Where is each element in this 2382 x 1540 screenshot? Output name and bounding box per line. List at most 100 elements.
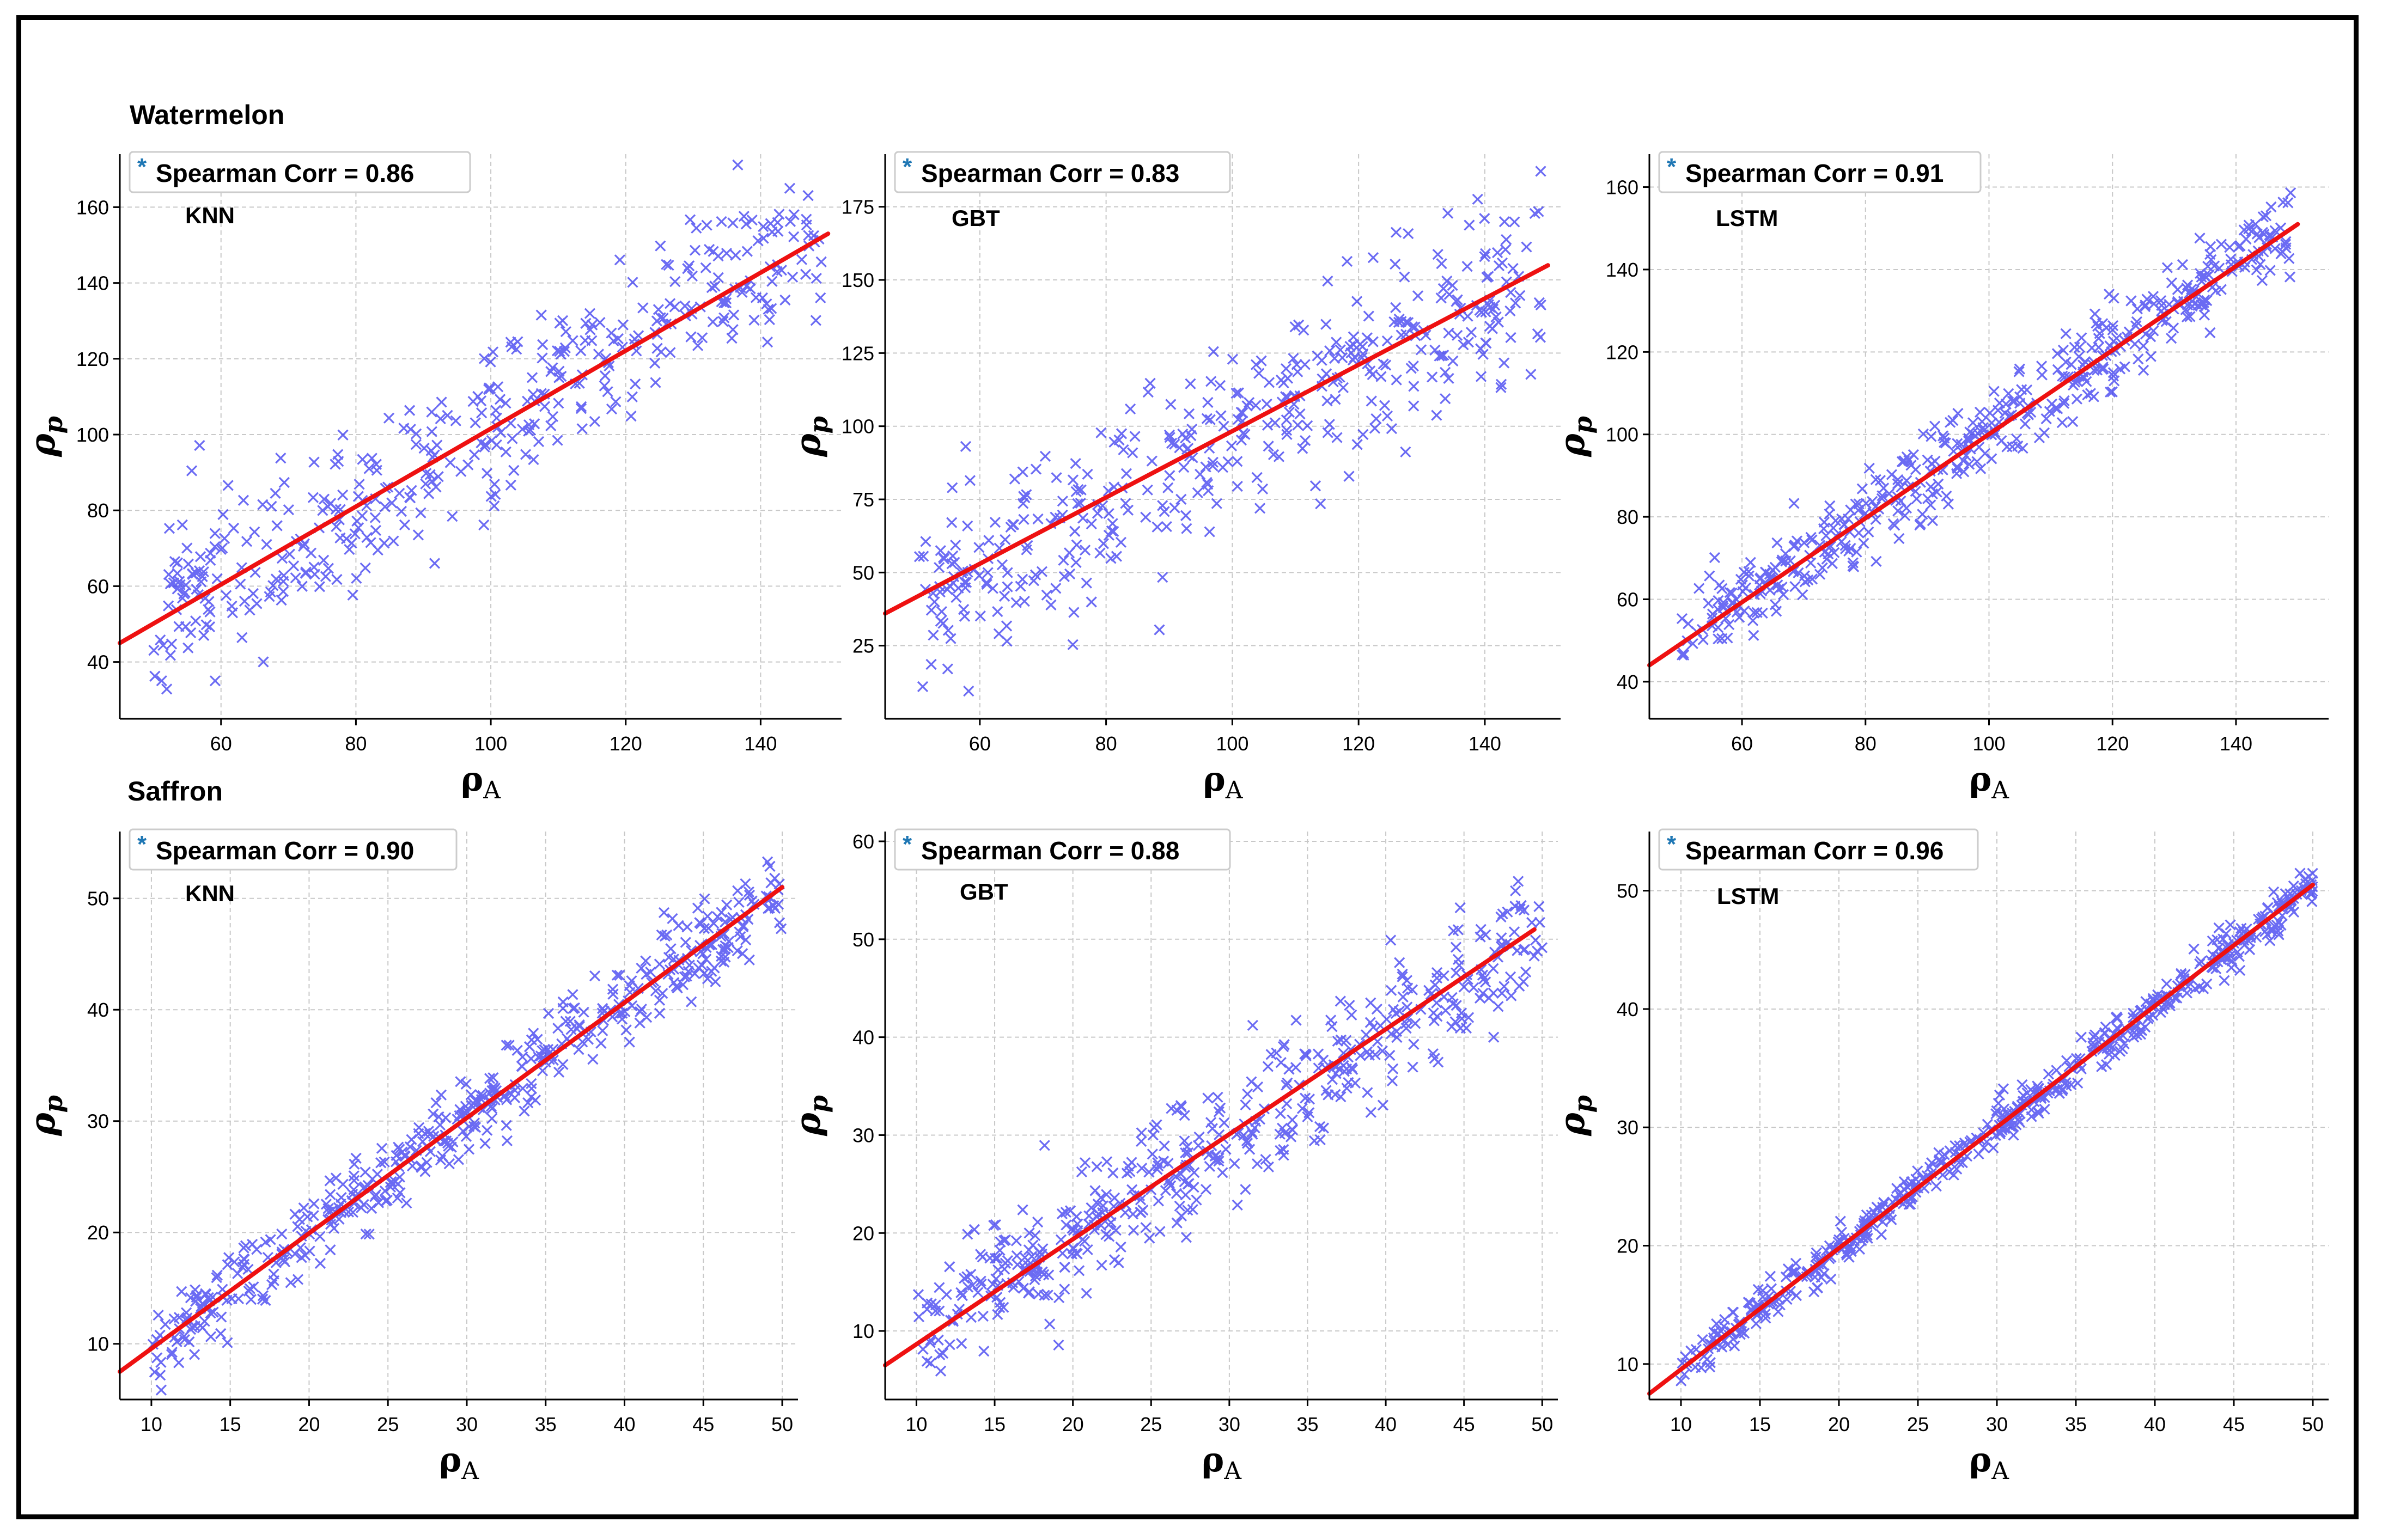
x-tick-label: 35 <box>535 1413 557 1435</box>
data-point <box>270 487 281 499</box>
data-point <box>1845 504 1856 516</box>
data-point <box>1136 1135 1147 1147</box>
data-point <box>761 337 773 348</box>
data-point <box>1478 973 1490 985</box>
data-point <box>1032 1217 1044 1228</box>
data-point <box>1507 262 1519 274</box>
data-point <box>998 1235 1010 1246</box>
data-point <box>2128 1007 2139 1019</box>
data-point <box>1908 449 1920 461</box>
data-point <box>771 266 783 278</box>
data-point <box>1447 355 1459 367</box>
data-point <box>1802 574 1814 586</box>
data-point <box>379 1185 391 1197</box>
data-point <box>2017 1079 2028 1091</box>
legend-text: Spearman Corr = 0.96 <box>1685 836 1944 865</box>
data-point <box>486 1103 498 1114</box>
data-point <box>1529 207 1540 219</box>
data-point <box>181 542 193 554</box>
data-point <box>1385 934 1397 946</box>
data-point <box>706 282 718 294</box>
data-point <box>758 221 769 233</box>
data-point <box>2234 240 2246 252</box>
x-tick-label: 120 <box>1342 732 1375 755</box>
data-point <box>211 573 223 584</box>
data-point <box>1144 1232 1155 1244</box>
data-point <box>1240 1184 1251 1195</box>
data-point <box>1017 1204 1028 1215</box>
data-point <box>278 576 289 587</box>
data-point <box>2071 393 2083 405</box>
data-point <box>2088 391 2099 402</box>
data-point <box>383 412 395 424</box>
data-point <box>1073 1265 1085 1276</box>
data-point <box>1400 446 1411 457</box>
data-point <box>1722 632 1733 644</box>
data-point <box>1220 1144 1232 1155</box>
data-point <box>968 1224 980 1236</box>
data-point <box>1375 371 1387 382</box>
data-point <box>1438 970 1449 981</box>
data-point <box>1229 1158 1240 1169</box>
data-point <box>2112 1013 2123 1024</box>
data-point <box>1528 950 1540 962</box>
data-point <box>1029 569 1041 580</box>
data-point <box>379 1156 390 1168</box>
data-point <box>1384 1049 1396 1061</box>
data-point <box>1497 908 1508 920</box>
data-point <box>945 633 957 644</box>
data-point <box>222 1259 233 1270</box>
data-point <box>1727 1306 1739 1318</box>
data-point <box>2118 1038 2130 1050</box>
data-point <box>743 886 754 897</box>
data-point <box>700 262 711 273</box>
data-point <box>1994 1089 2006 1101</box>
data-point <box>1094 547 1106 559</box>
data-point <box>318 493 330 505</box>
data-point <box>1847 557 1859 569</box>
data-point <box>610 396 622 407</box>
y-tick-label: 100 <box>842 415 874 438</box>
data-point <box>2225 253 2237 265</box>
data-point <box>1126 1184 1138 1195</box>
data-point <box>2066 359 2077 370</box>
data-point <box>478 353 490 364</box>
data-point <box>1322 427 1333 438</box>
data-point <box>1244 1144 1256 1155</box>
data-point <box>1205 1117 1217 1128</box>
data-point <box>436 396 447 408</box>
data-point <box>543 1007 555 1019</box>
data-point <box>1344 341 1356 352</box>
data-point <box>1108 1192 1120 1203</box>
data-point <box>180 1307 192 1318</box>
data-point <box>476 437 487 449</box>
data-point <box>217 542 228 554</box>
data-point <box>2161 262 2173 273</box>
data-point <box>1740 582 1752 594</box>
data-point <box>186 465 198 476</box>
data-point <box>810 315 821 326</box>
data-point <box>912 1289 924 1300</box>
data-point <box>1068 607 1080 618</box>
data-point <box>655 240 666 252</box>
data-point <box>1269 417 1281 429</box>
y-tick-label: 60 <box>852 830 874 853</box>
data-point <box>1235 434 1247 446</box>
data-point <box>1780 1271 1792 1282</box>
data-point <box>1468 982 1479 993</box>
data-point <box>1136 1127 1147 1139</box>
data-point <box>1092 508 1104 519</box>
data-point <box>482 1125 493 1136</box>
data-point <box>485 356 496 368</box>
data-point <box>1346 1062 1357 1073</box>
y-tick-label: 40 <box>1617 671 1638 693</box>
data-point <box>1509 297 1521 309</box>
data-point <box>685 331 697 343</box>
data-point <box>1282 1077 1293 1089</box>
data-point <box>1082 468 1093 480</box>
data-point <box>1391 374 1402 386</box>
data-point <box>1431 967 1443 979</box>
data-point <box>1143 1166 1155 1178</box>
data-point <box>525 1053 537 1065</box>
data-point <box>1067 474 1079 486</box>
